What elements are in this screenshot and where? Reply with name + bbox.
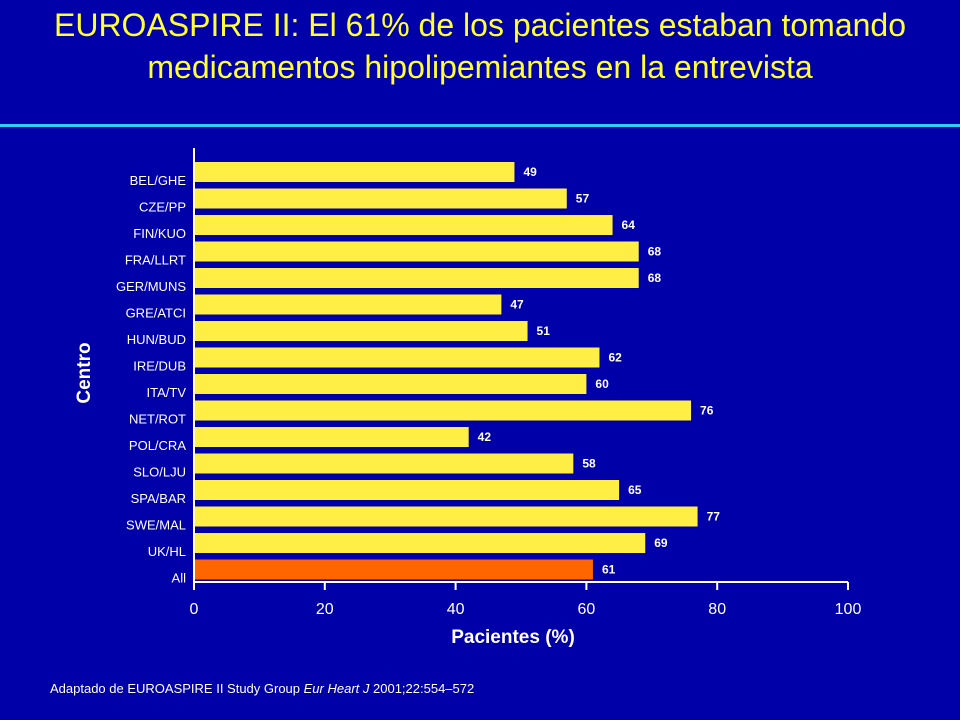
value-label-all: 61 [602, 563, 616, 577]
footnote-suffix: 2001;22:554–572 [369, 681, 475, 696]
category-label-uk-hl: UK/HL [148, 544, 186, 559]
category-label-all: All [172, 571, 187, 586]
x-tick-label-100: 100 [835, 601, 862, 618]
footnote-journal: Eur Heart J [303, 681, 370, 696]
category-label-fin-kuo: FIN/KUO [133, 226, 186, 241]
value-label-bel-ghe: 49 [523, 165, 537, 179]
x-axis-label: Pacientes (%) [451, 627, 575, 648]
value-label-uk-hl: 69 [654, 536, 668, 550]
category-label-hun-bud: HUN/BUD [127, 332, 186, 347]
bar-fra-llrt [194, 241, 639, 262]
value-label-gre-atci: 47 [510, 298, 524, 312]
bar-ita-tv [194, 374, 587, 394]
bar-pol-cra [194, 427, 469, 447]
value-label-ire-dub: 62 [608, 351, 622, 365]
bar-gre-atci [194, 294, 502, 315]
bar-cze-pp [194, 188, 567, 209]
source-footnote: Adaptado de EUROASPIRE II Study Group Eu… [50, 681, 474, 696]
slide-title: EUROASPIRE II: El 61% de los pacientes e… [53, 7, 906, 85]
value-label-slo-lju: 58 [582, 457, 596, 471]
category-label-ger-muns: GER/MUNS [116, 279, 186, 294]
x-tick-label-80: 80 [708, 601, 726, 618]
bar-fin-kuo [194, 215, 613, 235]
category-label-slo-lju: SLO/LJU [133, 465, 186, 480]
x-tick-label-40: 40 [447, 601, 465, 618]
bar-uk-hl [194, 533, 646, 553]
category-label-ire-dub: IRE/DUB [133, 359, 186, 374]
bar-hun-bud [194, 321, 528, 341]
x-tick-label-60: 60 [578, 601, 596, 618]
bar-bel-ghe [194, 162, 515, 182]
value-label-fra-llrt: 68 [648, 245, 662, 259]
value-label-cze-pp: 57 [576, 192, 590, 206]
bar-swe-mal [194, 506, 698, 527]
bar-net-rot [194, 400, 692, 421]
footnote-prefix: Adaptado de EUROASPIRE II Study Group [50, 681, 304, 696]
bar-spa-bar [194, 480, 620, 500]
category-label-pol-cra: POL/CRA [129, 438, 186, 453]
value-label-fin-kuo: 64 [622, 218, 636, 232]
category-label-swe-mal: SWE/MAL [126, 518, 186, 533]
bar-ire-dub [194, 347, 600, 368]
value-label-pol-cra: 42 [478, 430, 492, 444]
x-tick-label-20: 20 [316, 601, 334, 618]
category-label-net-rot: NET/ROT [129, 412, 186, 427]
value-label-spa-bar: 65 [628, 483, 642, 497]
value-label-ita-tv: 60 [595, 377, 609, 391]
category-label-ita-tv: ITA/TV [147, 385, 187, 400]
category-label-cze-pp: CZE/PP [139, 200, 186, 215]
category-label-gre-atci: GRE/ATCI [126, 306, 186, 321]
x-tick-label-0: 0 [190, 601, 199, 618]
title-divider [0, 124, 960, 127]
value-label-ger-muns: 68 [648, 271, 662, 285]
category-label-spa-bar: SPA/BAR [131, 491, 186, 506]
value-label-swe-mal: 77 [707, 510, 721, 524]
bar-slo-lju [194, 453, 574, 474]
category-label-bel-ghe: BEL/GHE [130, 173, 187, 188]
bar-ger-muns [194, 268, 639, 288]
y-axis-label: Centro [74, 342, 95, 403]
value-label-net-rot: 76 [700, 404, 714, 418]
category-label-fra-llrt: FRA/LLRT [125, 253, 186, 268]
bar-all [194, 559, 593, 580]
value-label-hun-bud: 51 [537, 324, 551, 338]
